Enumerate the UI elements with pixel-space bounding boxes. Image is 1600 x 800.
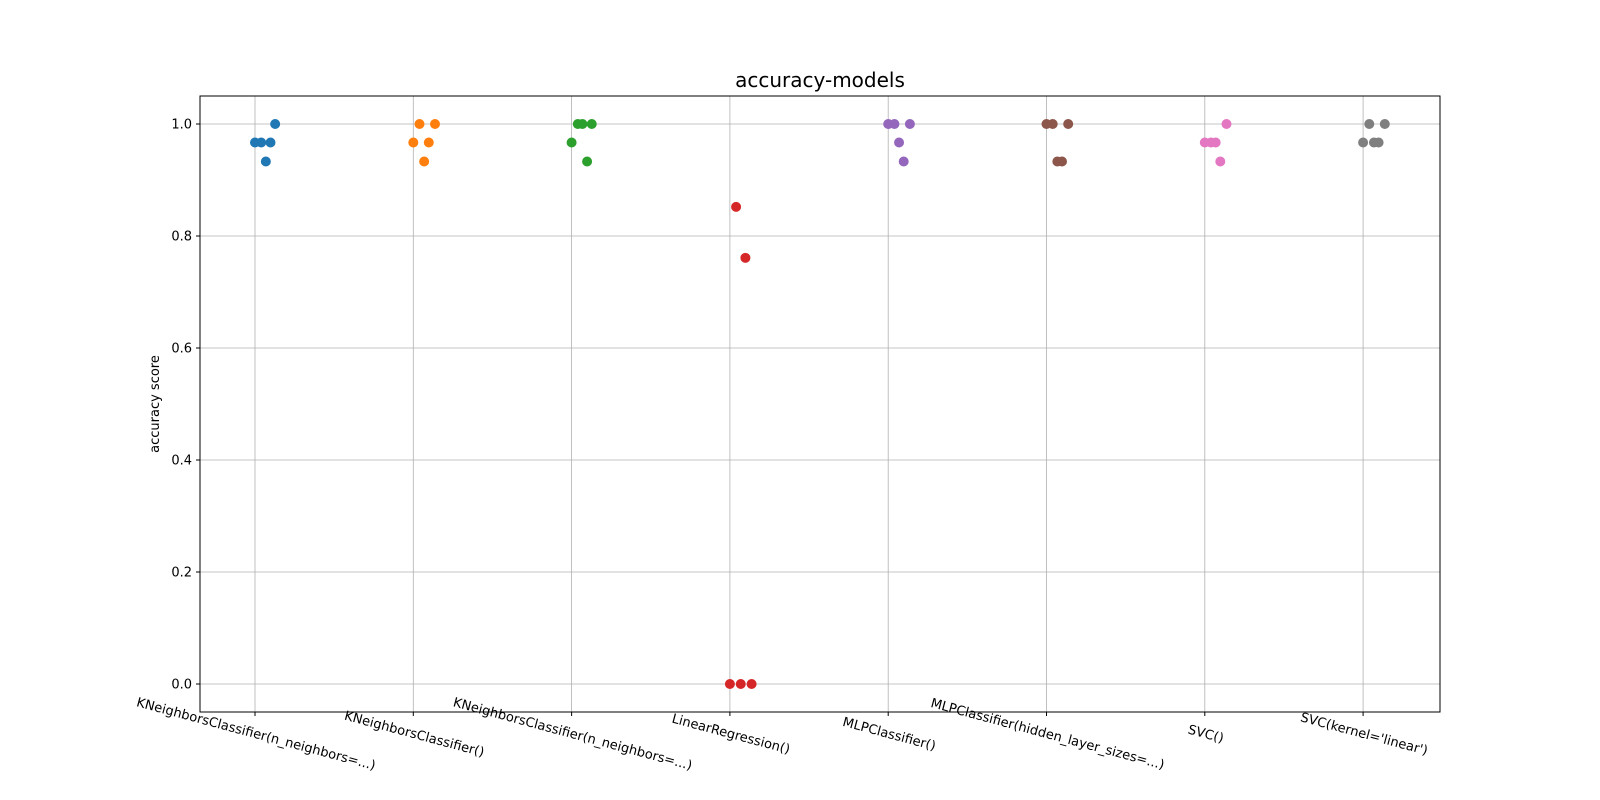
- data-point: [731, 201, 742, 212]
- data-point: [746, 679, 757, 689]
- scatter-points: [250, 119, 1390, 689]
- y-tick-label: 0.4: [171, 454, 192, 469]
- y-tick-label: 0.8: [171, 230, 192, 245]
- data-point: [566, 137, 577, 148]
- data-point: [270, 119, 281, 129]
- data-point: [898, 156, 909, 167]
- chart-title: accuracy-models: [735, 68, 905, 92]
- data-point: [1364, 119, 1375, 129]
- data-point: [260, 156, 271, 167]
- data-point: [408, 137, 419, 148]
- y-axis-label: accuracy score: [148, 355, 163, 453]
- data-point: [1358, 137, 1369, 148]
- data-point: [1215, 156, 1226, 167]
- x-gridlines: [254, 96, 1364, 712]
- plot-area: [199, 95, 1441, 713]
- data-point: [1063, 119, 1074, 129]
- data-point: [904, 119, 915, 129]
- data-point: [1379, 119, 1390, 129]
- data-point: [414, 119, 425, 129]
- data-point: [889, 119, 900, 129]
- y-axis: 0.0 0.2 0.4 0.6 0.8 1.0: [171, 118, 200, 693]
- data-point: [265, 137, 276, 148]
- y-tick-label: 0.2: [171, 566, 192, 581]
- plot-background: [200, 96, 1440, 712]
- data-point: [423, 137, 434, 148]
- y-gridlines: [200, 123, 1440, 685]
- data-point: [1047, 119, 1058, 129]
- data-point: [586, 119, 597, 129]
- data-point: [740, 252, 751, 263]
- y-tick-label: 1.0: [171, 118, 192, 133]
- data-point: [256, 137, 267, 148]
- data-point: [1057, 156, 1067, 167]
- data-point: [724, 679, 735, 689]
- data-point: [582, 156, 593, 167]
- data-point: [1210, 137, 1221, 148]
- data-point: [1373, 137, 1384, 148]
- y-tick-label: 0.6: [171, 342, 192, 357]
- plot-frame: [199, 95, 1441, 713]
- data-point: [419, 156, 430, 167]
- data-point: [577, 119, 588, 129]
- data-point: [430, 119, 440, 129]
- data-point: [1221, 119, 1232, 129]
- data-point: [735, 679, 746, 689]
- data-point: [894, 137, 905, 148]
- y-tick-label: 0.0: [171, 678, 192, 693]
